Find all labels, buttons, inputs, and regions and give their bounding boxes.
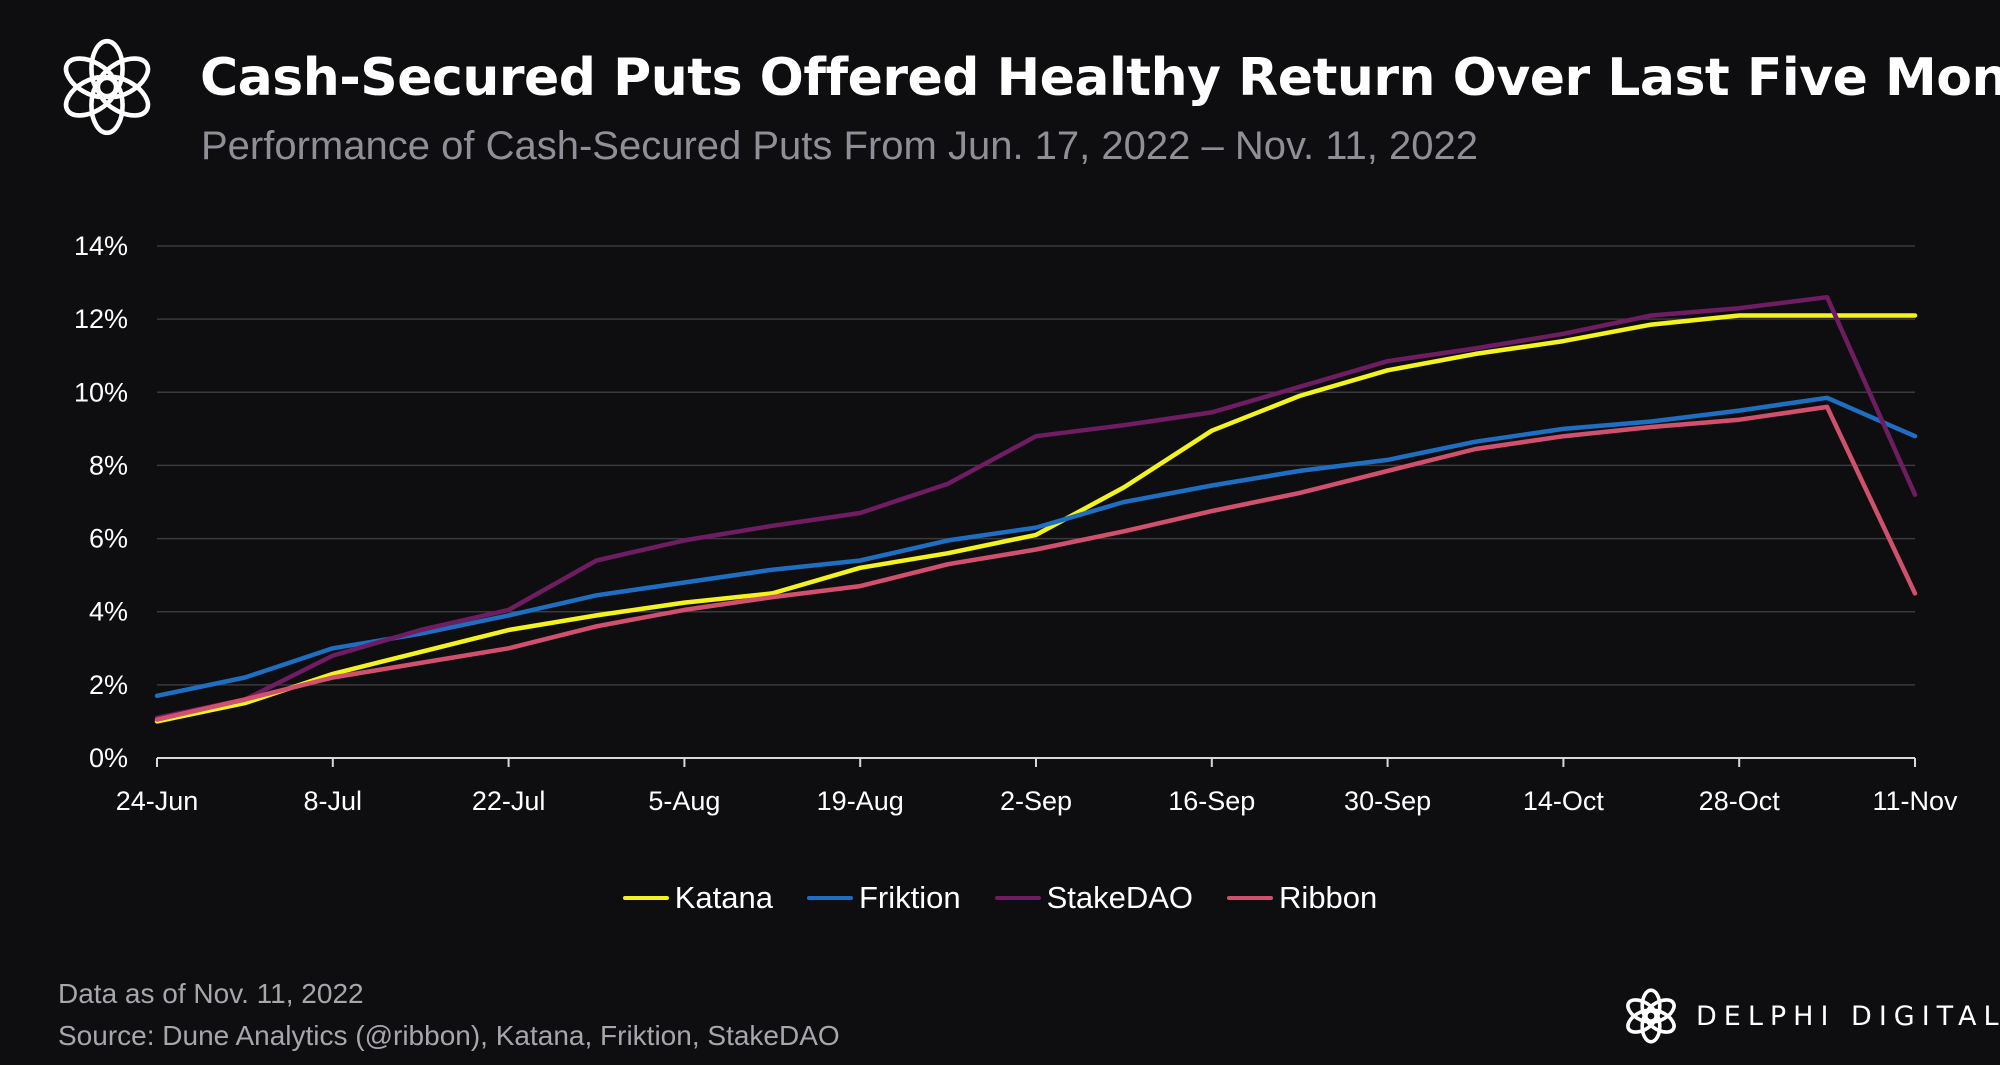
chart-title: Cash-Secured Puts Offered Healthy Return… <box>200 48 2000 108</box>
x-tick-label: 8-Jul <box>304 786 363 816</box>
legend-swatch <box>1227 896 1274 900</box>
line-chart: 0% 2% 4% 6% 8% 10% 12% 14% 24-Jun 8-Jul 22-Jul 5-Au… <box>74 231 1958 816</box>
axes <box>156 757 1916 767</box>
delphi-brand-icon <box>1626 988 1676 1044</box>
x-tick-label: 14-Oct <box>1523 786 1605 816</box>
legend-label: Friktion <box>858 880 961 915</box>
legend-item-ribbon: Ribbon <box>1227 880 1377 916</box>
y-tick-label: 14% <box>74 231 128 261</box>
legend-swatch <box>806 896 853 900</box>
legend: Katana Friktion StakeDAO Ribbon <box>0 880 2000 916</box>
x-tick-label: 22-Jul <box>472 786 546 816</box>
x-tick-label: 19-Aug <box>817 786 904 816</box>
y-tick-label: 10% <box>74 377 128 407</box>
x-tick-label: 11-Nov <box>1872 786 1958 816</box>
brand-mark: DELPHI DIGITAL <box>1620 985 2000 1047</box>
y-tick-label: 2% <box>89 670 128 700</box>
y-tick-label: 6% <box>89 524 128 554</box>
y-tick-label: 8% <box>89 450 128 480</box>
x-tick-label: 24-Jun <box>116 786 199 816</box>
gridlines <box>157 245 1915 686</box>
legend-item-stakedao: StakeDAO <box>994 880 1194 916</box>
x-tick-label: 28-Oct <box>1699 786 1781 816</box>
legend-label: StakeDAO <box>1046 880 1194 915</box>
x-tick-label: 5-Aug <box>648 786 720 816</box>
legend-swatch <box>622 896 669 900</box>
source-note: Source: Dune Analytics (@ribbon), Katana… <box>58 1020 840 1051</box>
y-tick-label: 12% <box>74 304 128 334</box>
delphi-logo-icon <box>63 38 151 136</box>
series-line-stakedao <box>154 294 1918 721</box>
legend-item-friktion: Friktion <box>806 880 961 916</box>
legend-item-katana: Katana <box>622 880 773 916</box>
series-line-katana <box>154 313 1918 724</box>
series-lines <box>154 294 1918 724</box>
legend-label: Ribbon <box>1279 880 1378 915</box>
series-line-friktion <box>154 395 1918 699</box>
x-tick-label: 2-Sep <box>1000 786 1072 816</box>
legend-swatch <box>994 896 1041 900</box>
x-tick-label: 30-Sep <box>1344 786 1431 816</box>
series-line-ribbon <box>154 404 1918 722</box>
legend-label: Katana <box>674 880 773 915</box>
chart-subtitle: Performance of Cash-Secured Puts From Ju… <box>201 124 1478 168</box>
tick-labels: 0% 2% 4% 6% 8% 10% 12% 14% 24-Jun 8-Jul 22-Jul 5-Au… <box>74 231 1958 816</box>
data-date-note: Data as of Nov. 11, 2022 <box>58 978 364 1009</box>
y-tick-label: 0% <box>89 743 128 773</box>
x-tick-label: 16-Sep <box>1168 786 1255 816</box>
brand-name: DELPHI DIGITAL <box>1696 1000 2000 1032</box>
y-tick-label: 4% <box>89 597 128 627</box>
